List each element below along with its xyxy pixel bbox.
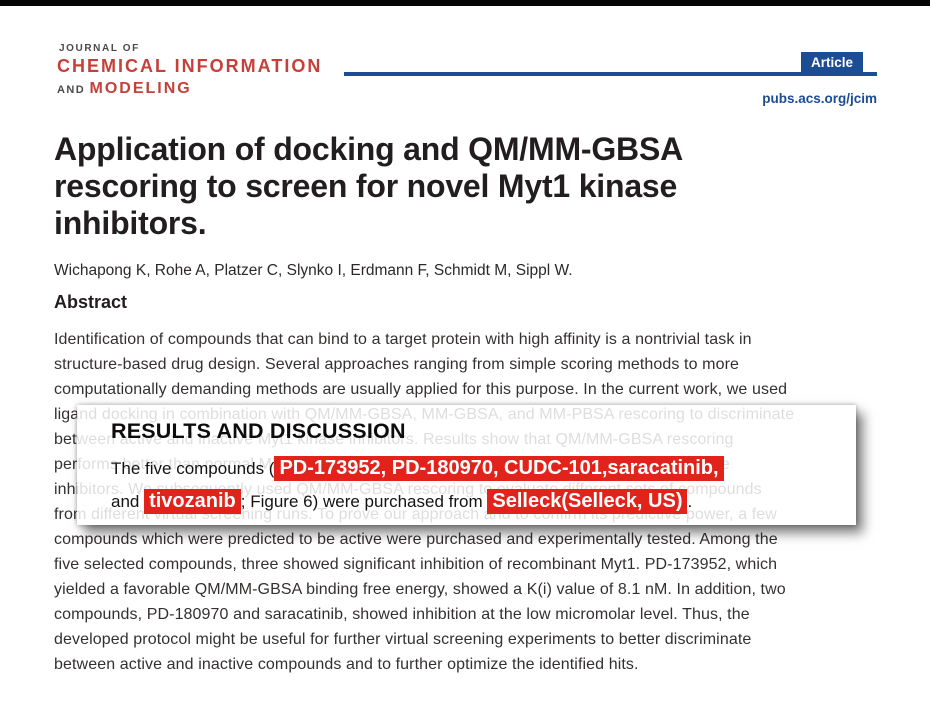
results-text: The five compounds (	[111, 459, 275, 478]
authors-line: Wichapong K, Rohe A, Platzer C, Slynko I…	[54, 262, 573, 279]
abstract-line: between active and inactive compounds an…	[54, 656, 639, 673]
highlight-tivozanib: tivozanib	[144, 489, 241, 514]
highlight-selleck: Selleck(Selleck, US)	[487, 489, 688, 514]
abstract-line: developed protocol might be useful for f…	[54, 631, 752, 648]
top-border-bar	[0, 0, 930, 6]
abstract-line: five selected compounds, three showed si…	[54, 556, 778, 573]
results-text: .	[687, 492, 693, 511]
journal-logo-journal-of: JOURNAL OF	[59, 43, 140, 54]
article-title-line: Application of docking and QM/MM-GBSA	[54, 131, 684, 167]
journal-logo-chemical-information: CHEMICAL INFORMATION	[57, 56, 323, 76]
abstract-line: yielded a favorable QM/MM-GBSA binding f…	[54, 581, 786, 598]
article-type-badge[interactable]: Article	[801, 52, 863, 73]
abstract-line: structure-based drug design. Several app…	[54, 356, 739, 373]
abstract-heading: Abstract	[54, 292, 128, 312]
abstract-line: Identification of compounds that can bin…	[54, 331, 752, 348]
journal-logo-and: AND	[57, 84, 86, 96]
results-popup: RESULTS AND DISCUSSION The five compound…	[77, 405, 856, 525]
header-rule	[344, 72, 877, 76]
highlight-compound-names: PD-173952, PD-180970, CUDC-101,saracatin…	[274, 456, 724, 481]
article-title-line: rescoring to screen for novel Myt1 kinas…	[54, 168, 678, 204]
abstract-line: compounds, PD-180970 and saracatinib, sh…	[54, 606, 750, 623]
abstract-line: compounds which were predicted to be act…	[54, 531, 778, 548]
journal-logo-and-modeling: AND MODELING	[57, 80, 192, 98]
article-title-line: inhibitors.	[54, 205, 207, 241]
results-text: ; Figure 6) were purchased from	[240, 492, 488, 511]
results-heading: RESULTS AND DISCUSSION	[111, 419, 406, 443]
journal-url-link[interactable]: pubs.acs.org/jcim	[762, 91, 877, 106]
article-title: Application of docking and QM/MM-GBSA re…	[54, 131, 683, 242]
journal-logo-modeling: MODELING	[89, 80, 192, 97]
abstract-line: computationally demanding methods are us…	[54, 381, 788, 398]
results-text: and	[111, 492, 145, 511]
results-sentence-line1: The five compounds (PD-173952, PD-180970…	[111, 455, 856, 482]
results-sentence-line2: and tivozanib; Figure 6) were purchased …	[111, 488, 856, 515]
